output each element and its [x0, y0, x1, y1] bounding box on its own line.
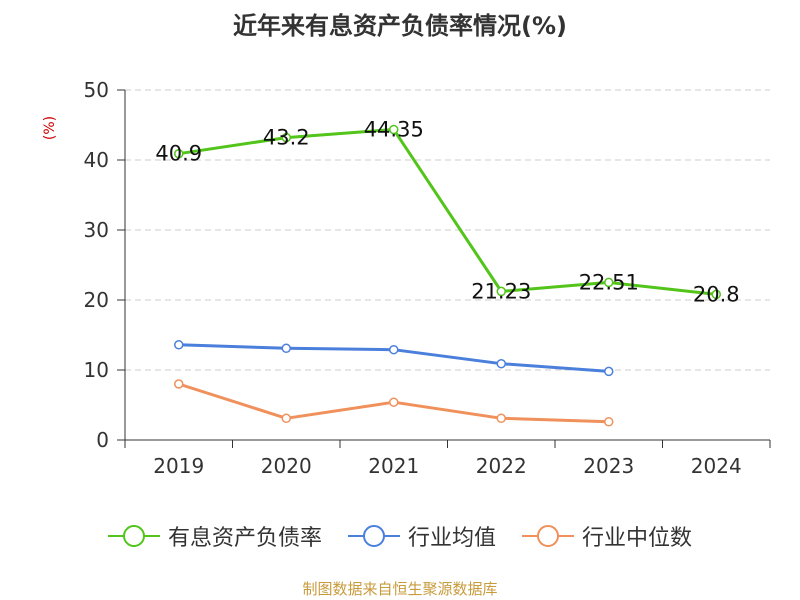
y-tick-label: 20 — [84, 288, 109, 312]
legend-marker-icon — [347, 525, 400, 547]
data-label: 40.9 — [155, 142, 202, 166]
x-tick-label: 2022 — [476, 454, 527, 478]
source-note: 制图数据来自恒生聚源数据库 — [302, 580, 498, 598]
legend-label: 有息资产负债率 — [167, 526, 322, 551]
data-point — [174, 379, 184, 389]
data-point — [281, 413, 291, 424]
legend-marker-icon — [522, 525, 574, 547]
y-tick-label: 10 — [84, 358, 109, 382]
data-point — [174, 148, 184, 159]
series-1: 40.9 43.2 44.35 21.23 22.51 20.8 — [155, 118, 739, 307]
y-tick-label: 50 — [84, 78, 109, 102]
data-point — [174, 340, 184, 350]
series-3 — [174, 379, 614, 427]
data-point — [389, 124, 399, 135]
series-2 — [174, 340, 614, 377]
data-point — [496, 413, 506, 424]
data-point — [281, 343, 291, 354]
data-point — [604, 417, 614, 427]
legend-label: 行业中位数 — [582, 526, 693, 551]
data-point — [604, 366, 614, 377]
legend: 有息资产负债率 行业均值 行业中位数 — [0, 520, 800, 552]
data-label: 44.35 — [364, 118, 424, 142]
data-point — [389, 344, 399, 355]
chart-title: 近年来有息资产负债率情况(%) — [233, 12, 567, 40]
data-label: 43.2 — [263, 126, 310, 150]
y-tick-label: 40 — [84, 148, 109, 172]
x-tick-label: 2021 — [368, 454, 419, 478]
legend-marker-icon — [107, 525, 160, 547]
x-tick-label: 2023 — [583, 454, 634, 478]
y-tick-label: 0 — [96, 428, 109, 452]
x-tick-label: 2019 — [153, 454, 204, 478]
legend-item[interactable]: 行业均值 — [347, 520, 496, 552]
data-point — [711, 289, 721, 300]
legend-item[interactable]: 有息资产负债率 — [107, 520, 322, 552]
data-label: 22.51 — [579, 270, 639, 294]
data-point — [496, 358, 506, 369]
data-label: 21.23 — [471, 279, 531, 303]
legend-item[interactable]: 行业中位数 — [522, 520, 692, 552]
data-label: 20.8 — [693, 282, 740, 306]
y-tick-label: 30 — [84, 218, 109, 242]
data-point — [604, 277, 614, 288]
legend-label: 行业均值 — [407, 526, 496, 551]
data-point — [389, 397, 399, 407]
x-tick-label: 2024 — [691, 454, 742, 478]
series-line — [178, 128, 717, 296]
data-point — [281, 132, 291, 143]
x-tick-label: 2020 — [261, 454, 312, 478]
data-point — [496, 286, 506, 297]
